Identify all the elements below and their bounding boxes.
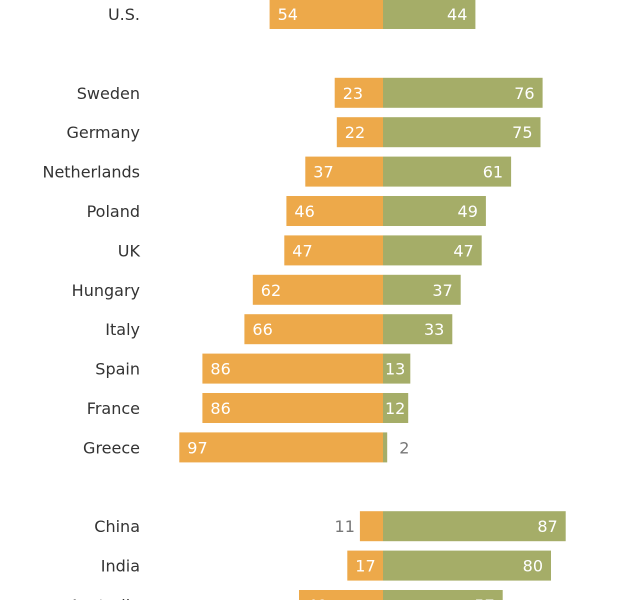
value-label-left: 40	[307, 596, 327, 600]
bar-left	[252, 274, 383, 305]
value-label-left: 47	[292, 241, 312, 260]
value-label-left: 46	[294, 202, 314, 221]
bar-right	[383, 235, 482, 266]
bar-left	[244, 314, 383, 345]
value-label-left: 62	[261, 281, 281, 300]
bar-right	[383, 432, 388, 463]
bar-left	[305, 156, 383, 187]
bar-left	[334, 77, 383, 108]
bar-right	[383, 314, 453, 345]
category-label: Germany	[66, 123, 140, 142]
value-label-left: 23	[343, 84, 363, 103]
category-label: Netherlands	[42, 163, 140, 182]
value-label-left: 11	[335, 517, 355, 536]
category-label: India	[101, 557, 140, 576]
value-label-right: 76	[514, 84, 534, 103]
value-label-right: 44	[447, 5, 467, 24]
value-label-left: 54	[278, 5, 298, 24]
bar-left	[269, 0, 383, 29]
value-label-right: 80	[523, 557, 543, 576]
value-label-left: 22	[345, 123, 365, 142]
bar-right	[383, 511, 566, 542]
value-label-right: 87	[537, 517, 557, 536]
bar-right	[383, 117, 541, 148]
value-label-right: 57	[474, 596, 494, 600]
category-label: Australia	[69, 596, 140, 600]
category-label: Sweden	[77, 84, 140, 103]
value-label-right: 37	[432, 281, 452, 300]
bar-right	[383, 353, 411, 384]
value-label-right: 49	[458, 202, 478, 221]
value-label-left: 97	[187, 438, 207, 457]
category-label: Poland	[87, 202, 140, 221]
bar-left	[202, 353, 383, 384]
value-label-left: 37	[313, 163, 333, 182]
category-label: China	[94, 517, 140, 536]
bar-right	[383, 590, 503, 600]
bar-right	[383, 274, 461, 305]
value-label-right: 47	[453, 241, 473, 260]
value-label-right: 61	[483, 163, 503, 182]
value-label-right: 33	[424, 320, 444, 339]
value-label-right: 2	[399, 438, 409, 457]
value-label-left: 86	[210, 399, 230, 418]
bar-right	[383, 0, 476, 29]
bar-right	[383, 196, 486, 226]
value-label-right: 75	[512, 123, 532, 142]
bar-left	[202, 393, 383, 423]
value-label-left: 17	[355, 557, 375, 576]
category-label: Italy	[105, 320, 140, 339]
bar-right	[383, 156, 512, 187]
category-label: France	[87, 399, 140, 418]
bar-left	[359, 511, 383, 542]
bar-left	[286, 196, 383, 226]
category-label: Hungary	[72, 281, 140, 300]
bar-right	[383, 77, 543, 108]
value-label-left: 86	[210, 360, 230, 379]
bar-left	[336, 117, 383, 148]
bar-right	[383, 393, 409, 423]
bar-left	[284, 235, 383, 266]
bar-left	[299, 590, 383, 600]
value-label-right: 12	[385, 399, 405, 418]
category-label: Spain	[95, 360, 140, 379]
category-label: Greece	[83, 438, 140, 457]
bar-right	[383, 550, 551, 581]
bar-left	[347, 550, 383, 581]
category-label: UK	[118, 241, 141, 260]
bar-left	[179, 432, 383, 463]
value-label-right: 13	[385, 360, 405, 379]
value-label-left: 66	[252, 320, 272, 339]
category-label: U.S.	[108, 5, 140, 24]
